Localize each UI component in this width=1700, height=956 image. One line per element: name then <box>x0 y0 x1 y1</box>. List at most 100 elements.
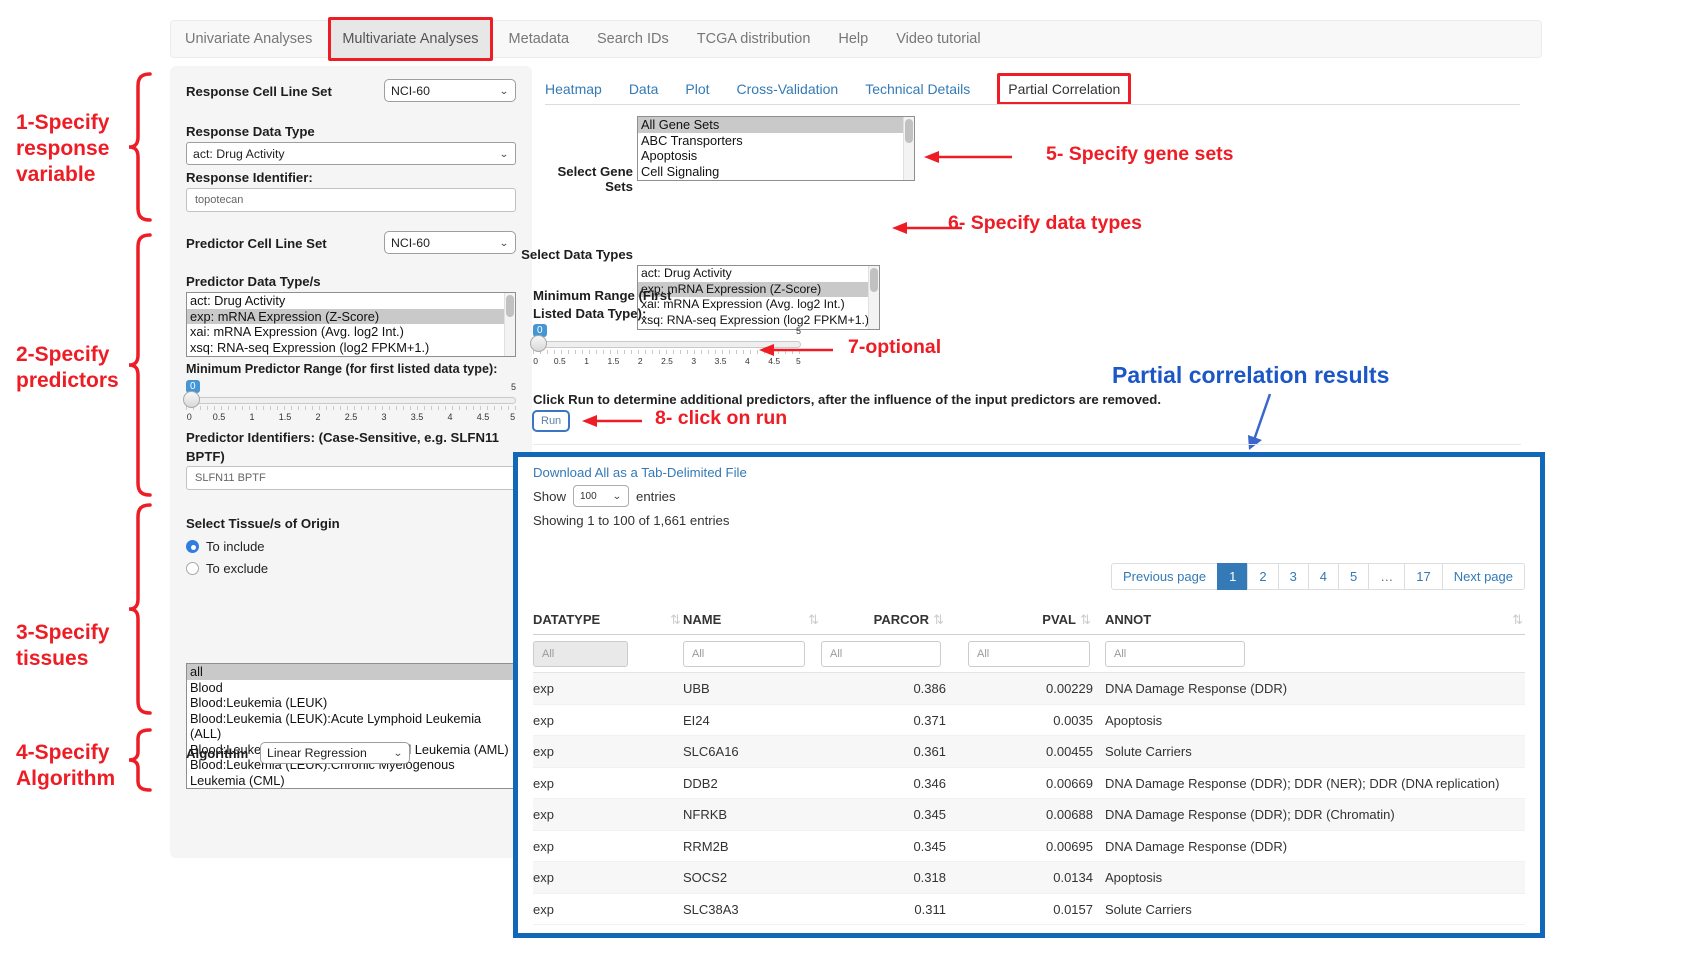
tab-cross-validation[interactable]: Cross-Validation <box>736 81 839 97</box>
annotation-specify-response: 1-Specify response variable <box>16 111 110 186</box>
table-row: exp SLC38A3 0.311 0.0157 Solute Carriers <box>533 894 1525 925</box>
predictor-identifiers-input[interactable] <box>186 466 516 490</box>
next-page-button[interactable]: Next page <box>1441 563 1525 590</box>
annotation-optional: 7-optional <box>848 336 942 358</box>
sort-icon[interactable]: ⇅ <box>670 612 681 627</box>
annotation-specify-gene-sets: 5- Specify gene sets <box>1046 143 1234 165</box>
table-row: exp RRM2B 0.345 0.00695 DNA Damage Respo… <box>533 831 1525 862</box>
tab-heatmap[interactable]: Heatmap <box>545 81 602 97</box>
tissue-origin-label: Select Tissue/s of Origin <box>186 516 340 531</box>
slider-track[interactable] <box>186 397 516 404</box>
chevron-down-icon: ⌄ <box>498 236 509 249</box>
run-button[interactable]: Run <box>532 410 571 432</box>
radio-selected-icon[interactable] <box>186 540 199 553</box>
slider-max-label: 5 <box>795 326 801 336</box>
tabbar-divider <box>545 104 1520 105</box>
gene-sets-listbox[interactable]: All Gene Sets ABC Transporters Apoptosis… <box>637 116 915 181</box>
page-1-button[interactable]: 1 <box>1217 563 1249 590</box>
table-row: exp SOCS2 0.318 0.0134 Apoptosis <box>533 862 1525 894</box>
sort-icon[interactable]: ⇅ <box>1512 612 1523 627</box>
previous-page-button[interactable]: Previous page <box>1110 563 1219 590</box>
nav-univariate-analyses[interactable]: Univariate Analyses <box>185 31 313 47</box>
page-17-button[interactable]: 17 <box>1404 563 1443 590</box>
brace-response-section <box>128 72 152 222</box>
data-types-listbox[interactable]: act: Drug Activity exp: mRNA Expression … <box>637 265 880 330</box>
predictor-data-types-listbox[interactable]: act: Drug Activity exp: mRNA Expression … <box>186 292 516 357</box>
tissue-include-radio[interactable]: To include <box>186 538 265 556</box>
response-cell-line-set-select[interactable]: NCI-60 ⌄ <box>384 79 516 102</box>
partial-correlation-results-title: Partial correlation results <box>1112 362 1390 388</box>
scrollbar[interactable] <box>903 117 914 180</box>
filter-annot-input[interactable] <box>1105 640 1245 667</box>
page-2-button[interactable]: 2 <box>1247 563 1279 590</box>
slider-value-badge: 0 <box>533 324 547 337</box>
column-header-name[interactable]: NAME ⇅ <box>683 605 821 634</box>
table-filter-row <box>533 635 1525 673</box>
data-types-label: Select Data Types <box>521 247 633 262</box>
nav-multivariate-analyses[interactable]: Multivariate Analyses <box>328 17 493 61</box>
column-header-pval[interactable]: PVAL ⇅ <box>946 605 1093 634</box>
minimum-range-slider[interactable]: 0 5 0 0.5 1 1.5 2 2.5 3 3.5 4 4.5 5 <box>530 324 801 368</box>
section-divider <box>533 444 1521 445</box>
column-header-datatype[interactable]: DATATYPE ⇅ <box>533 605 683 634</box>
run-instruction-text: Click Run to determine additional predic… <box>533 392 1161 407</box>
arrow-to-range-slider <box>759 344 833 356</box>
filter-parcor-input[interactable] <box>821 640 941 667</box>
column-header-annot[interactable]: ANNOT ⇅ <box>1093 605 1525 634</box>
nav-tcga-distribution[interactable]: TCGA distribution <box>696 31 811 47</box>
tab-technical-details[interactable]: Technical Details <box>865 81 971 97</box>
table-header-row: DATATYPE ⇅ NAME ⇅ PARCOR ⇅ PVAL ⇅ ANNOT ⇅ <box>533 605 1525 635</box>
top-navbar: Univariate Analyses Multivariate Analyse… <box>170 17 1542 61</box>
scrollbar-thumb[interactable] <box>905 119 913 143</box>
chevron-down-icon: ⌄ <box>498 84 509 97</box>
nav-metadata[interactable]: Metadata <box>508 31 570 47</box>
predictor-identifiers-label: Predictor Identifiers: (Case-Sensitive, … <box>186 430 499 464</box>
radio-unselected-icon[interactable] <box>186 562 199 575</box>
download-tab-delimited-link[interactable]: Download All as a Tab-Delimited File <box>533 465 747 480</box>
slider-tick-labels: 0 0.5 1 1.5 2 2.5 3 3.5 4 4.5 5 <box>533 356 801 366</box>
show-entries-control: Show 100 ⌄ entries <box>533 485 676 507</box>
predictor-data-types-label: Predictor Data Type/s <box>186 274 321 289</box>
tab-data[interactable]: Data <box>628 81 659 97</box>
response-data-type-select[interactable]: act: Drug Activity ⌄ <box>186 142 516 165</box>
sort-icon[interactable]: ⇅ <box>1080 612 1091 627</box>
slider-handle[interactable] <box>183 391 200 408</box>
page-5-button[interactable]: 5 <box>1338 563 1370 590</box>
filter-name-input[interactable] <box>683 640 805 667</box>
slider-minor-ticks <box>186 406 516 410</box>
results-tabbar: Heatmap Data Plot Cross-Validation Techn… <box>545 73 1132 105</box>
annotation-specify-algorithm: 4-Specify Algorithm <box>16 741 116 790</box>
nav-help[interactable]: Help <box>838 31 869 47</box>
tissue-exclude-radio[interactable]: To exclude <box>186 560 268 578</box>
slider-max-label: 5 <box>510 382 516 392</box>
filter-pval-input[interactable] <box>968 640 1090 667</box>
show-label: Show <box>533 488 566 504</box>
page-3-button[interactable]: 3 <box>1277 563 1309 590</box>
column-header-parcor[interactable]: PARCOR ⇅ <box>821 605 946 634</box>
predictor-cell-line-set-label: Predictor Cell Line Set <box>186 236 327 251</box>
scrollbar-thumb[interactable] <box>870 268 878 292</box>
tissue-origin-listbox[interactable]: all Blood Blood:Leukemia (LEUK) Blood:Le… <box>186 663 516 789</box>
min-predictor-range-slider[interactable]: 0 5 0 0.5 1 1.5 2 2.5 3 3.5 4 4.5 5 <box>183 380 516 426</box>
scrollbar[interactable] <box>868 266 879 329</box>
sort-icon[interactable]: ⇅ <box>933 612 944 627</box>
algorithm-label: Algorithm <box>186 746 249 761</box>
pagination-ellipsis: … <box>1368 563 1406 590</box>
predictor-cell-line-set-select[interactable]: NCI-60 ⌄ <box>384 231 516 254</box>
nav-search-ids[interactable]: Search IDs <box>597 31 669 47</box>
showing-entries-text: Showing 1 to 100 of 1,661 entries <box>533 513 730 528</box>
page-4-button[interactable]: 4 <box>1307 563 1340 590</box>
min-predictor-range-label: Minimum Predictor Range (for first liste… <box>186 362 498 376</box>
slider-handle[interactable] <box>530 335 547 352</box>
scrollbar[interactable] <box>504 293 515 356</box>
tab-partial-correlation[interactable]: Partial Correlation <box>997 73 1132 105</box>
nav-video-tutorial[interactable]: Video tutorial <box>896 31 981 47</box>
tab-plot[interactable]: Plot <box>685 81 710 97</box>
sort-icon[interactable]: ⇅ <box>808 612 819 627</box>
algorithm-select[interactable]: Linear Regression ⌄ <box>260 742 410 764</box>
filter-datatype-input[interactable] <box>533 640 628 667</box>
response-identifier-input[interactable] <box>186 188 516 212</box>
scrollbar-thumb[interactable] <box>506 295 514 317</box>
table-row: exp UBB 0.386 0.00229 DNA Damage Respons… <box>533 673 1525 705</box>
page-size-select[interactable]: 100 ⌄ <box>573 485 629 507</box>
